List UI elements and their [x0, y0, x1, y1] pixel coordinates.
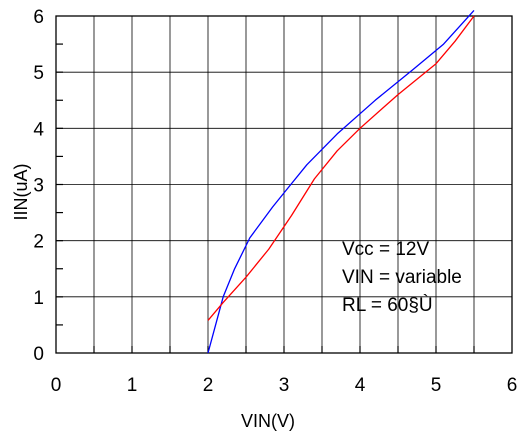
grid-lines — [56, 16, 512, 353]
x-tick-label: 3 — [279, 375, 290, 396]
series-line-1 — [207, 9, 475, 354]
x-tick-labels: 0 1 2 3 4 5 6 — [51, 375, 518, 396]
annotation-rl: RL = 60§Ù — [342, 294, 433, 316]
series-lines — [207, 9, 475, 354]
annotation-vin: VIN = variable — [342, 267, 462, 288]
y-tick-label: 3 — [33, 176, 44, 197]
y-tick-labels: 0 1 2 3 4 5 6 — [33, 7, 44, 365]
annotation-vcc: Vcc = 12V — [342, 239, 429, 260]
axis-ticks — [56, 43, 475, 353]
x-tick-label: 1 — [127, 375, 138, 396]
x-axis-title: VIN(V) — [241, 411, 295, 431]
x-tick-label: 4 — [355, 375, 366, 396]
y-tick-label: 5 — [33, 63, 44, 84]
y-tick-label: 1 — [33, 288, 44, 309]
y-tick-label: 4 — [33, 119, 44, 140]
x-tick-label: 6 — [507, 375, 518, 396]
y-tick-label: 6 — [33, 7, 44, 28]
x-tick-label: 2 — [203, 375, 214, 396]
y-tick-label: 0 — [33, 344, 44, 365]
x-tick-label: 5 — [431, 375, 442, 396]
series-line-2 — [207, 15, 475, 321]
y-tick-label: 2 — [33, 232, 44, 253]
x-tick-label: 0 — [51, 375, 62, 396]
y-axis-title: IIN(uA) — [11, 163, 31, 220]
